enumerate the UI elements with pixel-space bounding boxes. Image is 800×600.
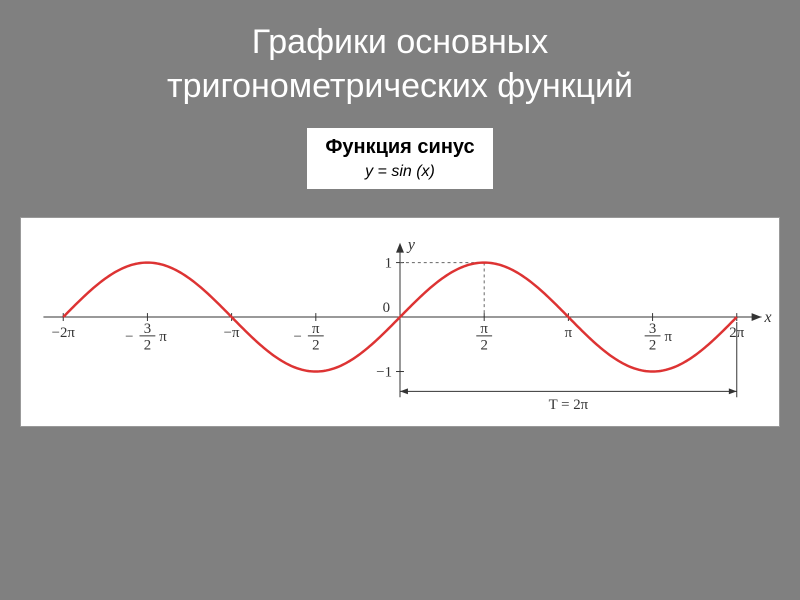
title-line-2: тригонометрических функций [167,67,633,105]
svg-text:3: 3 [144,321,151,337]
subtitle-main: Функция синус [325,136,474,159]
svg-text:π: π [159,329,167,345]
svg-text:x: x [763,309,771,326]
slide-title: Графики основных тригонометрических функ… [167,20,633,108]
svg-text:2: 2 [480,338,487,354]
svg-text:−: − [125,329,133,345]
svg-text:π: π [480,321,488,337]
chart-svg: xy01−1−2π32−π−ππ2−π2π32π2πT = 2π [21,218,779,426]
subtitle-box: Функция синус y = sin (x) [307,128,492,189]
svg-text:y: y [406,237,416,254]
sine-chart: xy01−1−2π32−π−ππ2−π2π32π2πT = 2π [20,217,780,427]
svg-text:π: π [664,329,672,345]
svg-text:−: − [294,329,302,345]
svg-text:3: 3 [649,321,656,337]
subtitle-formula: y = sin (x) [325,163,474,181]
svg-text:2: 2 [144,338,151,354]
svg-text:−1: −1 [376,365,392,381]
svg-text:T = 2π: T = 2π [549,398,589,414]
svg-text:−2π: −2π [52,325,76,341]
svg-text:2: 2 [649,338,656,354]
svg-text:0: 0 [383,300,390,316]
title-line-1: Графики основных [252,23,548,61]
svg-text:π: π [312,321,320,337]
svg-text:2: 2 [312,338,319,354]
svg-text:π: π [565,325,573,341]
svg-text:−π: −π [224,325,240,341]
svg-text:1: 1 [385,256,392,272]
